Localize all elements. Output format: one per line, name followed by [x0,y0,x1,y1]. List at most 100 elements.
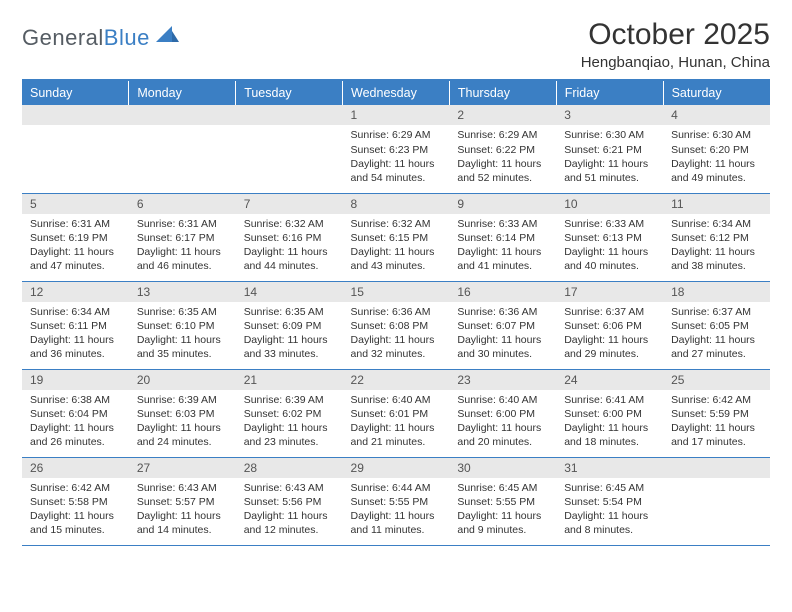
day-content: Sunrise: 6:33 AMSunset: 6:14 PMDaylight:… [449,214,556,278]
sunset-text: Sunset: 6:06 PM [564,319,659,333]
sunrise-text: Sunrise: 6:40 AM [351,393,446,407]
title-block: October 2025 Hengbanqiao, Hunan, China [581,18,770,71]
daylight-text: Daylight: 11 hours and 27 minutes. [671,333,766,361]
sunrise-text: Sunrise: 6:29 AM [351,128,446,142]
day-number: 14 [236,282,343,302]
day-number: 13 [129,282,236,302]
day-number [236,105,343,125]
daylight-text: Daylight: 11 hours and 17 minutes. [671,421,766,449]
day-content: Sunrise: 6:44 AMSunset: 5:55 PMDaylight:… [343,478,450,542]
sunset-text: Sunset: 6:17 PM [137,231,232,245]
daylight-text: Daylight: 11 hours and 33 minutes. [244,333,339,361]
day-content: Sunrise: 6:42 AMSunset: 5:58 PMDaylight:… [22,478,129,542]
weekday-header: Thursday [449,80,556,105]
day-content: Sunrise: 6:31 AMSunset: 6:19 PMDaylight:… [22,214,129,278]
logo-text: GeneralBlue [22,25,150,51]
sunrise-text: Sunrise: 6:35 AM [244,305,339,319]
daylight-text: Daylight: 11 hours and 36 minutes. [30,333,125,361]
day-cell: 2Sunrise: 6:29 AMSunset: 6:22 PMDaylight… [449,105,556,193]
day-number: 6 [129,194,236,214]
sunset-text: Sunset: 6:12 PM [671,231,766,245]
sunrise-text: Sunrise: 6:33 AM [457,217,552,231]
sunset-text: Sunset: 6:14 PM [457,231,552,245]
page-subtitle: Hengbanqiao, Hunan, China [581,54,770,71]
daylight-text: Daylight: 11 hours and 9 minutes. [457,509,552,537]
day-number: 23 [449,370,556,390]
daylight-text: Daylight: 11 hours and 29 minutes. [564,333,659,361]
daylight-text: Daylight: 11 hours and 49 minutes. [671,157,766,185]
day-cell: 21Sunrise: 6:39 AMSunset: 6:02 PMDayligh… [236,369,343,457]
sunset-text: Sunset: 6:00 PM [564,407,659,421]
sunrise-text: Sunrise: 6:42 AM [30,481,125,495]
day-number [22,105,129,125]
day-number: 19 [22,370,129,390]
day-number: 16 [449,282,556,302]
day-number: 8 [343,194,450,214]
day-number: 27 [129,458,236,478]
sunset-text: Sunset: 5:59 PM [671,407,766,421]
sunset-text: Sunset: 6:09 PM [244,319,339,333]
daylight-text: Daylight: 11 hours and 18 minutes. [564,421,659,449]
sunset-text: Sunset: 6:16 PM [244,231,339,245]
day-cell: 9Sunrise: 6:33 AMSunset: 6:14 PMDaylight… [449,193,556,281]
daylight-text: Daylight: 11 hours and 38 minutes. [671,245,766,273]
day-content: Sunrise: 6:43 AMSunset: 5:56 PMDaylight:… [236,478,343,542]
sunrise-text: Sunrise: 6:39 AM [244,393,339,407]
daylight-text: Daylight: 11 hours and 40 minutes. [564,245,659,273]
sunset-text: Sunset: 5:55 PM [457,495,552,509]
sunset-text: Sunset: 6:01 PM [351,407,446,421]
day-number: 15 [343,282,450,302]
day-content: Sunrise: 6:35 AMSunset: 6:09 PMDaylight:… [236,302,343,366]
sunrise-text: Sunrise: 6:32 AM [351,217,446,231]
day-cell: 18Sunrise: 6:37 AMSunset: 6:05 PMDayligh… [663,281,770,369]
sunset-text: Sunset: 6:19 PM [30,231,125,245]
day-content: Sunrise: 6:39 AMSunset: 6:03 PMDaylight:… [129,390,236,454]
daylight-text: Daylight: 11 hours and 30 minutes. [457,333,552,361]
day-number: 7 [236,194,343,214]
daylight-text: Daylight: 11 hours and 20 minutes. [457,421,552,449]
day-content: Sunrise: 6:34 AMSunset: 6:11 PMDaylight:… [22,302,129,366]
day-number: 1 [343,105,450,125]
sunrise-text: Sunrise: 6:44 AM [351,481,446,495]
day-cell: 20Sunrise: 6:39 AMSunset: 6:03 PMDayligh… [129,369,236,457]
day-number: 30 [449,458,556,478]
day-number: 21 [236,370,343,390]
sunset-text: Sunset: 5:55 PM [351,495,446,509]
sunset-text: Sunset: 5:54 PM [564,495,659,509]
week-row: 19Sunrise: 6:38 AMSunset: 6:04 PMDayligh… [22,369,770,457]
sunrise-text: Sunrise: 6:37 AM [671,305,766,319]
day-cell: 14Sunrise: 6:35 AMSunset: 6:09 PMDayligh… [236,281,343,369]
sunrise-text: Sunrise: 6:30 AM [564,128,659,142]
day-number: 4 [663,105,770,125]
day-number: 3 [556,105,663,125]
daylight-text: Daylight: 11 hours and 52 minutes. [457,157,552,185]
sunrise-text: Sunrise: 6:39 AM [137,393,232,407]
day-number: 20 [129,370,236,390]
weekday-header: Wednesday [343,80,450,105]
day-cell: 16Sunrise: 6:36 AMSunset: 6:07 PMDayligh… [449,281,556,369]
day-cell: 19Sunrise: 6:38 AMSunset: 6:04 PMDayligh… [22,369,129,457]
sunset-text: Sunset: 6:08 PM [351,319,446,333]
sunset-text: Sunset: 5:57 PM [137,495,232,509]
daylight-text: Daylight: 11 hours and 32 minutes. [351,333,446,361]
sunrise-text: Sunrise: 6:31 AM [30,217,125,231]
day-number: 12 [22,282,129,302]
day-cell: 24Sunrise: 6:41 AMSunset: 6:00 PMDayligh… [556,369,663,457]
day-content: Sunrise: 6:43 AMSunset: 5:57 PMDaylight:… [129,478,236,542]
weekday-header: Saturday [663,80,770,105]
sunrise-text: Sunrise: 6:45 AM [457,481,552,495]
sunset-text: Sunset: 6:22 PM [457,143,552,157]
day-number: 18 [663,282,770,302]
day-content: Sunrise: 6:37 AMSunset: 6:05 PMDaylight:… [663,302,770,366]
day-cell: 28Sunrise: 6:43 AMSunset: 5:56 PMDayligh… [236,457,343,545]
day-cell: 27Sunrise: 6:43 AMSunset: 5:57 PMDayligh… [129,457,236,545]
sunset-text: Sunset: 6:15 PM [351,231,446,245]
day-cell: 17Sunrise: 6:37 AMSunset: 6:06 PMDayligh… [556,281,663,369]
day-number: 17 [556,282,663,302]
logo: GeneralBlue [22,18,180,51]
daylight-text: Daylight: 11 hours and 41 minutes. [457,245,552,273]
sunrise-text: Sunrise: 6:42 AM [671,393,766,407]
daylight-text: Daylight: 11 hours and 51 minutes. [564,157,659,185]
daylight-text: Daylight: 11 hours and 44 minutes. [244,245,339,273]
sunrise-text: Sunrise: 6:31 AM [137,217,232,231]
